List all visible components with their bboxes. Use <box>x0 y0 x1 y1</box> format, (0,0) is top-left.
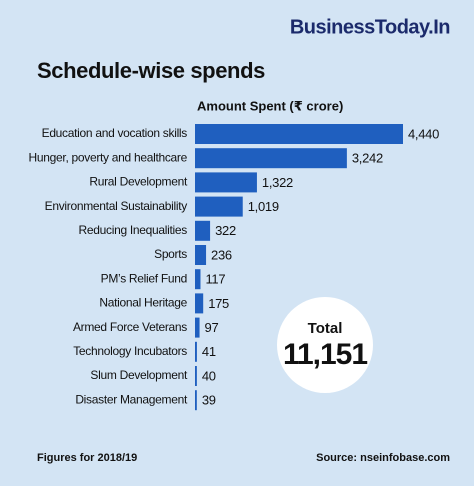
bar <box>195 269 201 290</box>
bar <box>195 341 197 362</box>
bar <box>195 196 243 217</box>
bar <box>195 124 403 144</box>
value-label: 97 <box>205 320 219 335</box>
brand: BusinessToday.In <box>290 16 450 38</box>
bar <box>195 220 211 241</box>
bar <box>195 148 347 169</box>
value-label: 1,322 <box>262 175 293 190</box>
value-label: 322 <box>215 223 236 238</box>
bar <box>195 390 197 411</box>
category-label: Slum Development <box>90 368 188 382</box>
bar <box>195 366 197 386</box>
source: Source: nseinfobase.com <box>316 452 450 464</box>
category-label: Armed Force Veterans <box>73 320 187 334</box>
axis-label: Amount Spent (₹ crore) <box>197 98 343 113</box>
category-label: Reducing Inequalities <box>79 223 188 237</box>
total-label: Total <box>308 320 343 337</box>
value-label: 40 <box>202 368 216 383</box>
value-label: 175 <box>208 296 229 311</box>
bar <box>195 245 207 265</box>
footnote: Figures for 2018/19 <box>37 452 137 464</box>
total-circle <box>277 297 373 393</box>
category-label: Education and vocation skills <box>42 126 188 140</box>
category-label: Environmental Sustainability <box>45 199 188 213</box>
category-label: Rural Development <box>89 175 188 189</box>
total-value: 11,151 <box>283 338 367 371</box>
category-label: PM’s Relief Fund <box>101 271 187 285</box>
value-label: 3,242 <box>352 151 383 166</box>
category-label: National Heritage <box>99 296 187 310</box>
value-label: 4,440 <box>408 126 439 141</box>
value-label: 41 <box>202 344 216 359</box>
chart-title: Schedule-wise spends <box>37 58 265 83</box>
category-label: Disaster Management <box>75 392 188 406</box>
category-label: Technology Incubators <box>73 344 187 358</box>
category-label: Sports <box>154 247 187 261</box>
value-label: 117 <box>205 272 225 287</box>
bar <box>195 317 200 338</box>
value-label: 1,019 <box>248 199 279 214</box>
bar <box>195 172 257 193</box>
value-label: 236 <box>211 247 232 262</box>
category-label: Hunger, poverty and healthcare <box>29 150 188 164</box>
value-label: 39 <box>202 393 216 408</box>
bar <box>195 293 204 314</box>
